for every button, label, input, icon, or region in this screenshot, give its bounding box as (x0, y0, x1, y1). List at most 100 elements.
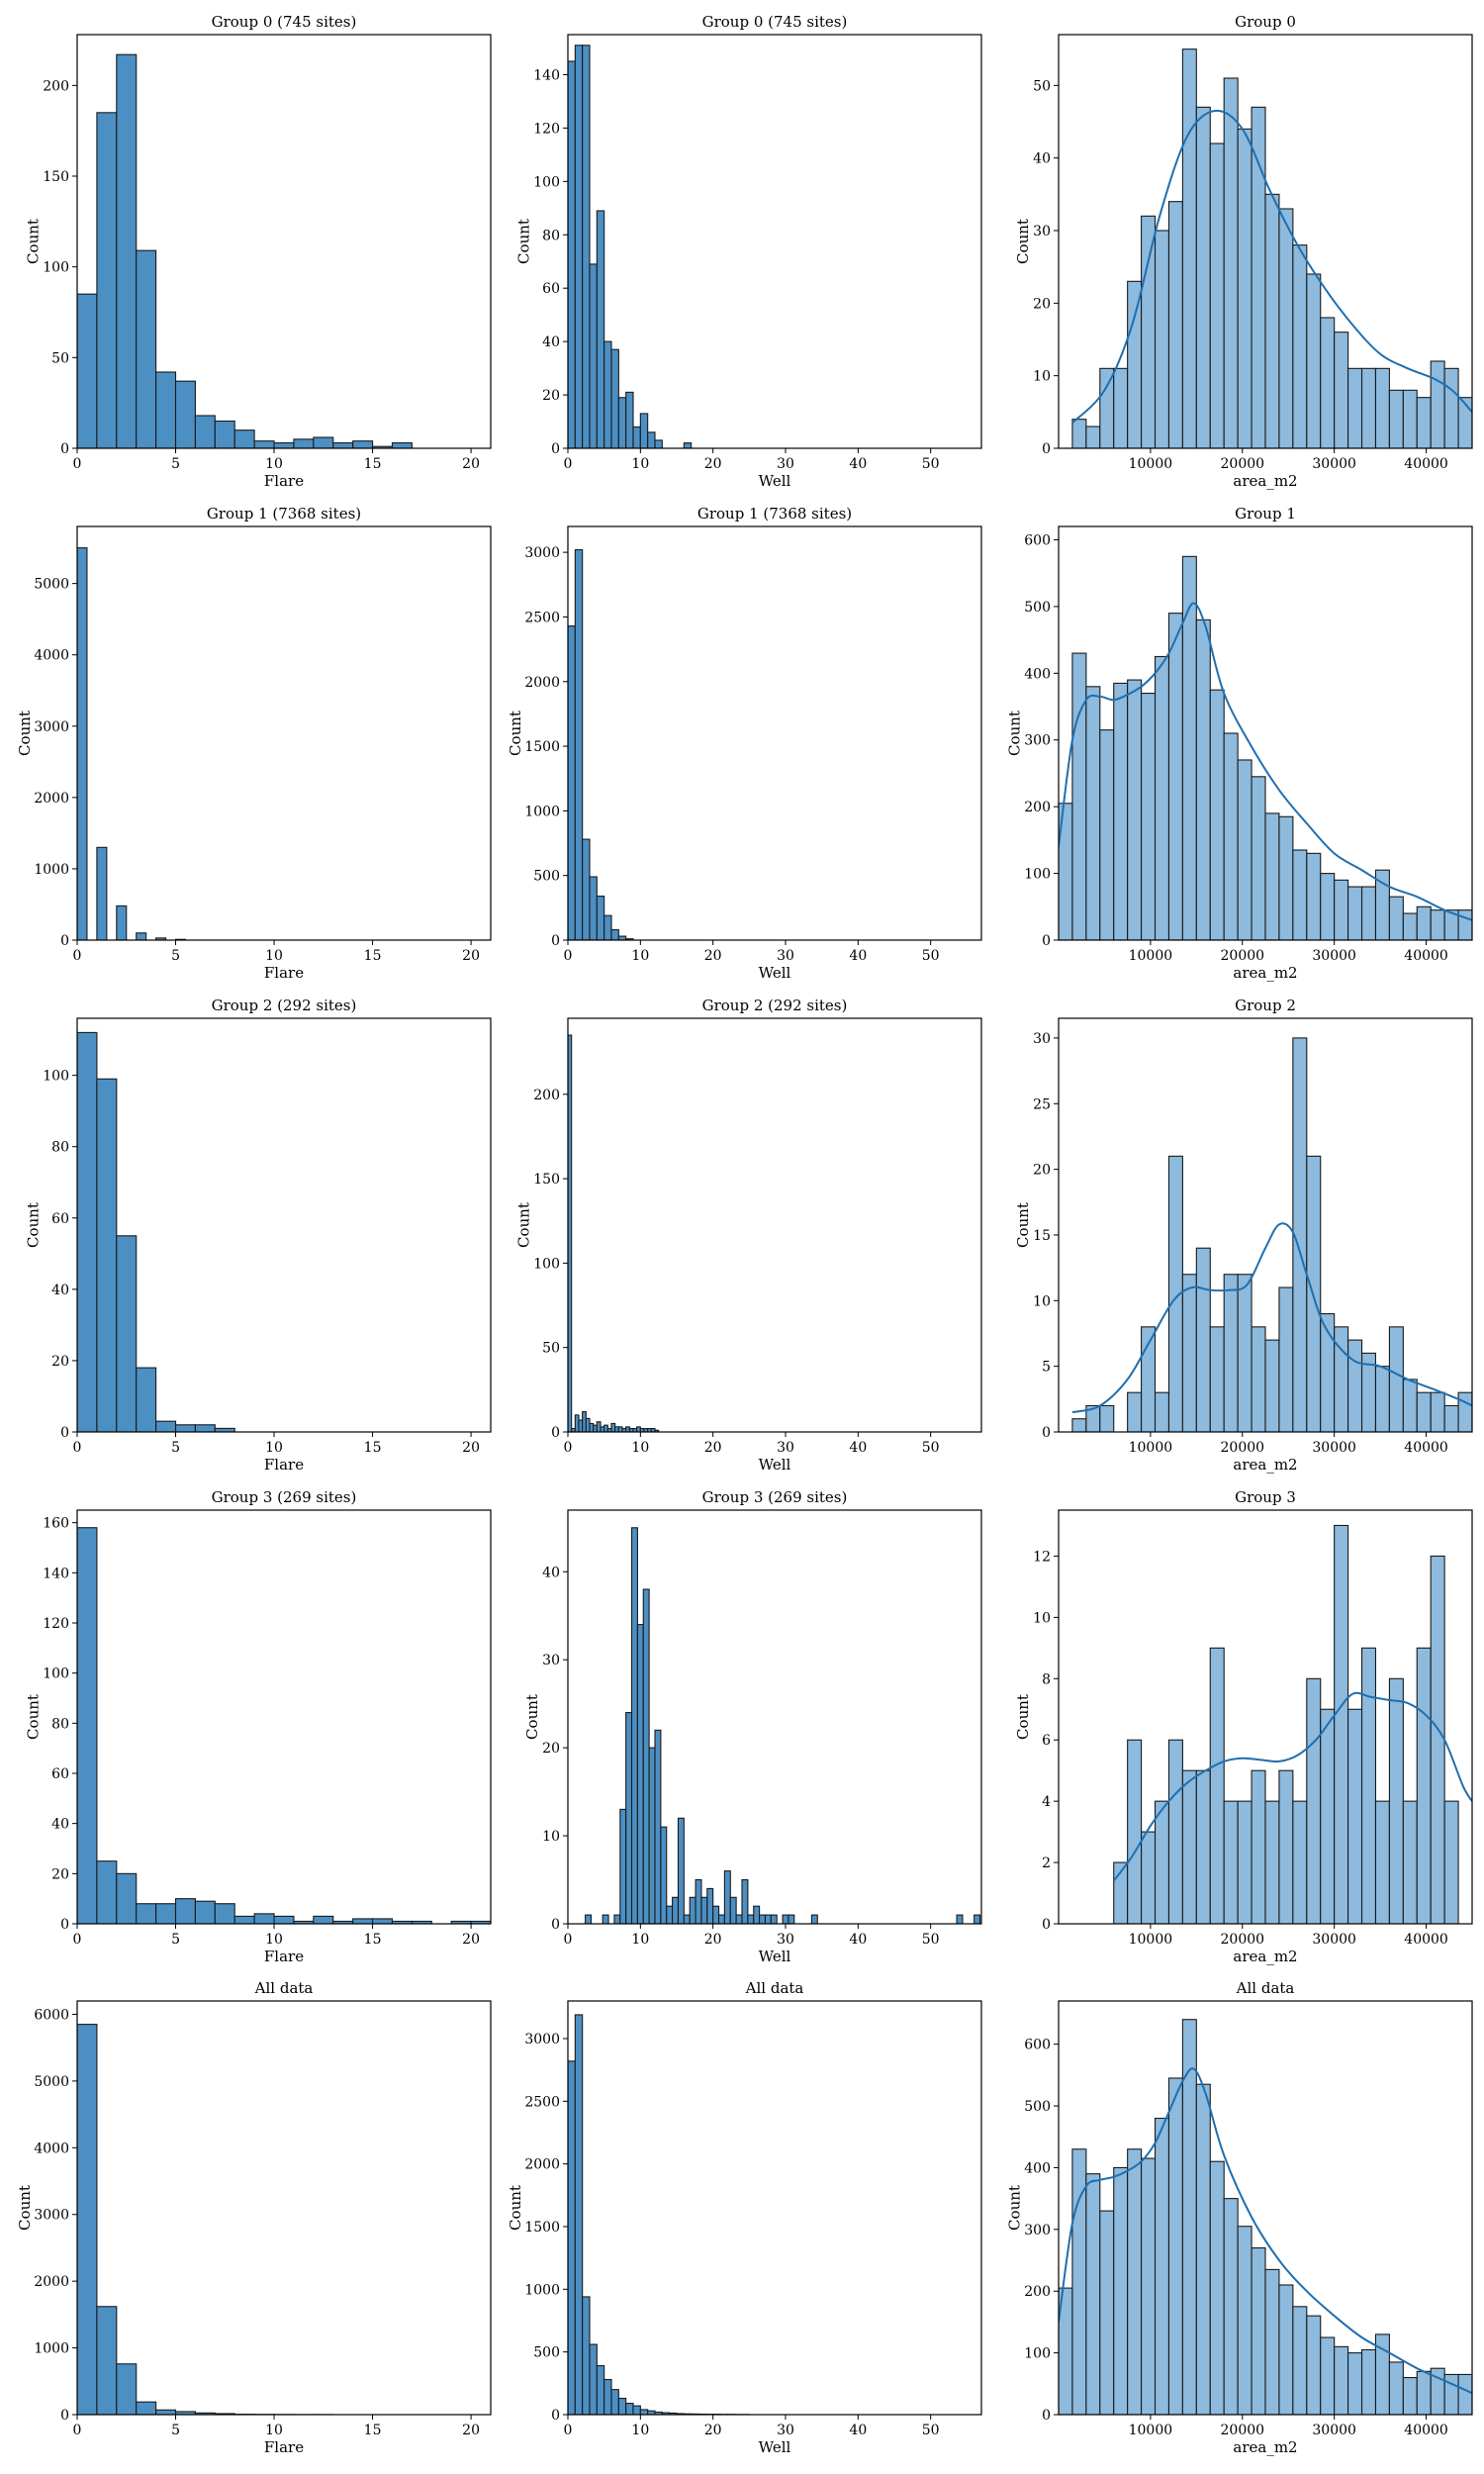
histogram-bar (155, 371, 177, 448)
histogram-bar (589, 876, 598, 940)
y-tick-label: 3000 (34, 2208, 69, 2224)
histogram-bar (116, 2363, 138, 2415)
histogram-bar (1360, 367, 1377, 448)
y-tick-label: 500 (1024, 2099, 1051, 2115)
x-tick-label: 30000 (1312, 2423, 1356, 2438)
histogram-bar (313, 436, 334, 448)
x-tick-label: 20 (704, 1932, 722, 1948)
histogram-bar (273, 441, 295, 448)
histogram-bar (77, 1031, 98, 1432)
plot-area (1071, 48, 1472, 448)
histogram-bar (174, 1898, 196, 1924)
x-tick-label: 40 (849, 2423, 867, 2438)
y-tick-label: 500 (1024, 600, 1051, 616)
y-tick-label: 150 (533, 1172, 560, 1188)
histogram-bar (411, 1920, 432, 1924)
histogram-bar (1113, 2166, 1129, 2415)
histogram-bar (759, 1914, 767, 1924)
y-tick-label: 6 (1042, 1733, 1051, 1749)
subplot-13: 0 5 10 15 20 0 1000 2000 3000 4000 5000 6000 All dat… (16, 1979, 492, 2456)
histogram-bar (1416, 1391, 1432, 1432)
histogram-bar (1360, 886, 1377, 940)
histogram-bar (332, 441, 354, 448)
y-tick-label: 10 (542, 1829, 560, 1845)
histogram-bar (136, 2401, 157, 2415)
y-tick-label: 3000 (524, 2032, 560, 2047)
x-tick-label: 15 (364, 2423, 382, 2438)
y-tick-label: 200 (1024, 800, 1051, 815)
y-tick-label: 40 (1033, 151, 1051, 167)
histogram-bar (610, 348, 619, 448)
x-tick-label: 40 (849, 1440, 867, 1456)
histogram-bar (1127, 679, 1143, 940)
x-tick-label: 30000 (1312, 1440, 1356, 1456)
axes-frame (567, 2000, 982, 2416)
y-tick-label: 0 (1042, 933, 1051, 949)
histogram-bar (568, 1034, 573, 1432)
y-tick-label: 5 (1042, 1360, 1051, 1376)
x-tick-label: 15 (364, 1440, 382, 1456)
plot-area (1071, 1037, 1472, 1432)
plot-area (568, 45, 693, 448)
subplot-title: Group 3 (1235, 1488, 1296, 1506)
histogram-bar (1402, 1800, 1418, 1924)
plot-area (77, 53, 413, 448)
x-tick-label: 15 (364, 1932, 382, 1948)
histogram-bar (1141, 215, 1157, 448)
plot-area (77, 2024, 334, 2415)
histogram-bar (574, 2014, 584, 2415)
x-tick-label: 0 (564, 1932, 573, 1948)
histogram-bar (639, 2409, 649, 2415)
x-axis-label: Flare (264, 964, 304, 982)
histogram-bar (1223, 77, 1239, 448)
histogram-bar (1278, 1769, 1294, 1924)
histogram-bar (214, 1427, 235, 1432)
axes-frame (76, 525, 492, 941)
x-tick-label: 30000 (1312, 1932, 1356, 1948)
y-tick-label: 2 (1042, 1856, 1051, 1871)
histogram-bar (568, 2060, 576, 2415)
subplot-title: Group 1 (7368 sites) (207, 505, 361, 523)
x-axis-label: Flare (264, 1948, 304, 1965)
y-tick-label: 20 (1033, 296, 1051, 312)
histogram-bar (625, 1712, 633, 1924)
histogram-bar (1195, 1769, 1211, 1924)
histogram-bar (677, 1817, 685, 1924)
x-tick-label: 30 (777, 948, 794, 964)
y-tick-label: 2000 (34, 791, 69, 807)
histogram-bar (683, 1914, 691, 1924)
histogram-bar (788, 1914, 795, 1924)
y-tick-label: 6000 (34, 2007, 69, 2023)
x-tick-label: 10000 (1129, 2423, 1173, 2438)
x-tick-label: 40000 (1404, 456, 1448, 472)
histogram-bar (1223, 2198, 1239, 2415)
subplot-title: Group 1 (1235, 505, 1296, 523)
histogram-bar (1237, 759, 1252, 940)
y-tick-label: 30 (1033, 1031, 1051, 1047)
y-tick-label: 30 (542, 1653, 560, 1668)
histogram-bar (1264, 812, 1280, 940)
y-tick-label: 100 (43, 1666, 69, 1682)
histogram-bar (194, 1424, 216, 1432)
histogram-bar (1154, 1391, 1170, 1432)
x-tick-label: 10000 (1129, 456, 1173, 472)
histogram-bar (683, 442, 693, 448)
y-tick-label: 200 (43, 78, 69, 94)
x-tick-label: 20000 (1221, 1440, 1265, 1456)
histogram-bar (956, 1914, 964, 1924)
histogram-bar (717, 1914, 725, 1924)
y-tick-label: 0 (1042, 1425, 1051, 1441)
histogram-bar (1292, 2306, 1308, 2415)
x-tick-label: 40000 (1404, 1932, 1448, 1948)
y-axis-label: Count (1006, 711, 1024, 756)
histogram-bar (136, 932, 147, 940)
histogram-bar (1141, 1326, 1157, 1432)
plot-area (1112, 1524, 1472, 1924)
x-tick-label: 0 (564, 948, 573, 964)
x-axis-label: area_m2 (1233, 2438, 1297, 2456)
y-tick-label: 0 (1042, 441, 1051, 457)
histogram-bar (1292, 849, 1308, 940)
histogram-bar (1320, 2336, 1336, 2415)
histogram-bar (313, 1915, 334, 1924)
